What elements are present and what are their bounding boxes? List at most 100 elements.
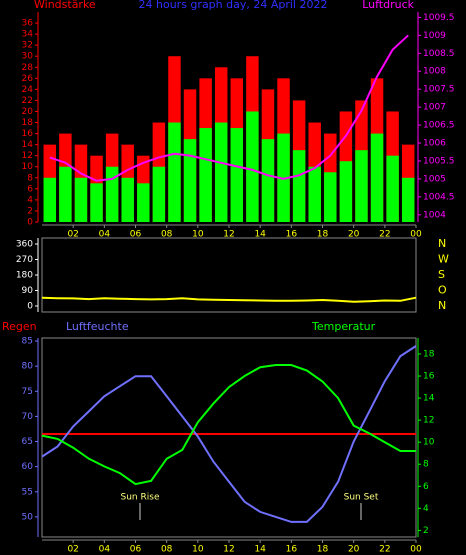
wind-bar xyxy=(401,177,415,222)
y-tick-label: 24 xyxy=(22,85,34,95)
y-tick-label: 34 xyxy=(22,30,34,40)
wind-bar xyxy=(261,139,275,222)
compass-label: N xyxy=(438,299,446,312)
y2-tick-label: 1009.5 xyxy=(423,13,455,23)
wind-label: Windstärke xyxy=(34,0,96,11)
sun-annotation: Sun Rise xyxy=(121,493,160,503)
y2-tick-label: 2 xyxy=(423,526,429,536)
wind-bar xyxy=(339,161,353,222)
series-line xyxy=(41,296,417,303)
y2-tick-label: 1004 xyxy=(423,210,446,220)
y-tick-label: 60 xyxy=(22,462,34,472)
series-line xyxy=(41,345,417,523)
y-tick-label: 14 xyxy=(22,140,34,150)
x-tick-label: 14 xyxy=(254,545,266,555)
wind-bar xyxy=(59,166,72,222)
y2-tick-label: 1008 xyxy=(423,67,446,77)
y-tick-label: 30 xyxy=(22,52,34,62)
x-tick-label: 18 xyxy=(317,230,329,240)
y2-tick-label: 1006.5 xyxy=(423,121,455,131)
y2-tick-label: 6 xyxy=(423,482,429,492)
wind-bar xyxy=(74,177,88,222)
wind-bar xyxy=(386,155,399,222)
y-tick-label: 70 xyxy=(22,412,34,422)
y-tick-label: 18 xyxy=(22,118,34,128)
y2-tick-label: 1007.5 xyxy=(423,85,455,95)
y-tick-label: 65 xyxy=(22,437,33,447)
y-tick-label: 16 xyxy=(22,129,34,139)
x-tick-label: 14 xyxy=(254,230,266,240)
wind-bar xyxy=(137,183,150,222)
wind-bar xyxy=(214,122,228,222)
wind-bar xyxy=(199,128,212,222)
wind-bar xyxy=(152,166,166,222)
compass-label: N xyxy=(438,237,446,250)
y2-tick-label: 1008.5 xyxy=(423,49,455,59)
x-tick-label: 02 xyxy=(67,230,78,240)
x-tick-label: 08 xyxy=(161,230,173,240)
y2-tick-label: 12 xyxy=(423,416,434,426)
wind-bar xyxy=(292,150,306,222)
y2-tick-label: 1005.5 xyxy=(423,156,455,166)
y-tick-label: 0 xyxy=(27,218,33,228)
x-tick-label: 12 xyxy=(223,545,234,555)
compass-label: W xyxy=(438,253,449,266)
y-tick-label: 32 xyxy=(22,41,33,51)
y-tick-label: 75 xyxy=(22,387,33,397)
wind-bar xyxy=(324,172,337,222)
sun-annotation: Sun Set xyxy=(344,493,379,503)
y2-tick-label: 1005 xyxy=(423,174,446,184)
chart-title: 24 hours graph day, 24 April 2022 xyxy=(139,0,328,11)
temperature-label: Temperatur xyxy=(311,320,376,333)
y2-tick-label: 1004.5 xyxy=(423,192,455,202)
x-tick-label: 06 xyxy=(130,545,142,555)
x-tick-label: 06 xyxy=(130,230,142,240)
y-tick-label: 28 xyxy=(22,63,34,73)
wind-bar xyxy=(121,177,134,222)
y-tick-label: 80 xyxy=(22,362,34,372)
x-tick-label: 10 xyxy=(192,545,204,555)
rain-label: Regen xyxy=(2,320,37,333)
pressure-label: Luftdruck xyxy=(362,0,414,11)
y2-tick-label: 18 xyxy=(423,349,435,359)
y-tick-label: 8 xyxy=(27,173,33,183)
compass-label: O xyxy=(438,283,447,296)
wind-bar xyxy=(168,122,181,222)
y-tick-label: 2 xyxy=(27,206,33,216)
x-tick-label: 22 xyxy=(379,230,390,240)
y2-tick-label: 1006 xyxy=(423,139,446,149)
wind-bar xyxy=(370,133,384,222)
y2-tick-label: 4 xyxy=(423,504,429,514)
x-tick-label: 00 xyxy=(410,545,422,555)
y-tick-label: 36 xyxy=(22,19,34,29)
series-line xyxy=(41,364,416,486)
wind-bar xyxy=(308,166,321,222)
wind-bar xyxy=(105,166,119,222)
x-tick-label: 22 xyxy=(379,545,390,555)
x-tick-label: 04 xyxy=(99,230,111,240)
y-tick-label: 360 xyxy=(16,240,33,250)
x-tick-label: 04 xyxy=(99,545,111,555)
y-tick-label: 180 xyxy=(16,271,33,281)
x-tick-label: 02 xyxy=(67,545,78,555)
y-tick-label: 270 xyxy=(16,255,33,265)
x-tick-label: 08 xyxy=(161,545,173,555)
x-tick-label: 20 xyxy=(348,230,360,240)
x-tick-label: 20 xyxy=(348,545,360,555)
y-tick-label: 10 xyxy=(22,162,34,172)
y-tick-label: 85 xyxy=(22,337,33,347)
y-tick-label: 0 xyxy=(27,301,33,311)
x-tick-label: 00 xyxy=(410,230,422,240)
wind-bar xyxy=(183,139,197,222)
series-line xyxy=(49,34,409,182)
y-tick-label: 50 xyxy=(22,512,34,522)
climate-frame xyxy=(41,337,417,538)
direction-frame xyxy=(41,237,417,313)
y-tick-label: 12 xyxy=(22,151,33,161)
y2-tick-label: 1007 xyxy=(423,103,446,113)
y2-tick-label: 10 xyxy=(423,438,435,448)
x-tick-label: 16 xyxy=(286,545,298,555)
y-tick-label: 4 xyxy=(27,195,33,205)
humidity-label: Luftfeuchte xyxy=(66,320,129,333)
